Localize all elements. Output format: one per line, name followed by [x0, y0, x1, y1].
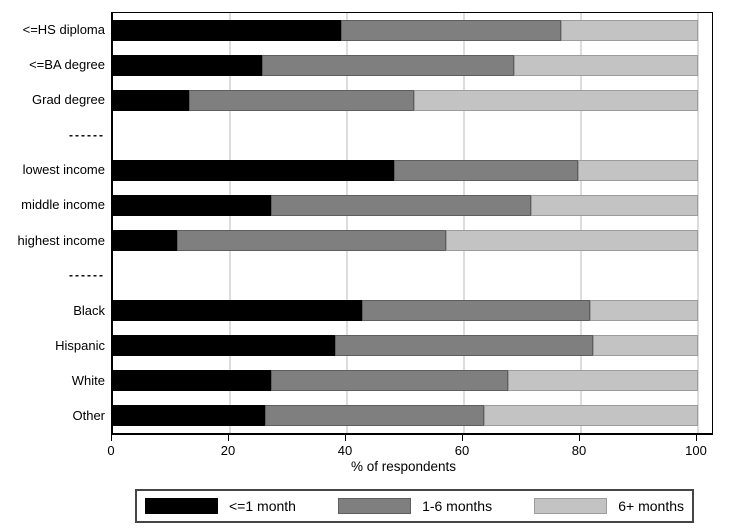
- category-label: lowest income: [22, 162, 105, 178]
- x-tick-80: [579, 434, 580, 441]
- bar-segment-series-2: [507, 370, 698, 391]
- bar-row: [113, 153, 712, 188]
- bar-row: [113, 258, 712, 293]
- plot-area: [111, 12, 713, 435]
- x-tick-40: [345, 434, 346, 441]
- category-label: middle income: [21, 197, 105, 213]
- x-tick-label-0: 0: [107, 443, 115, 458]
- bar-segment-series-2: [484, 405, 698, 426]
- bar-segment-series-0: [113, 160, 394, 181]
- bar-row: [113, 293, 712, 328]
- bar-stack: [113, 370, 698, 391]
- x-tick-label-20: 20: [220, 443, 236, 458]
- bar-row: [113, 363, 712, 398]
- bar-row: [113, 223, 712, 258]
- x-tick-100: [696, 434, 697, 441]
- legend-label-0: <=1 month: [229, 498, 296, 514]
- bar-segment-series-2: [560, 20, 698, 41]
- category-label: Black: [73, 302, 105, 318]
- category-separator-label: ------: [69, 127, 105, 142]
- bar-stack: [113, 20, 698, 41]
- category-label: Grad degree: [32, 92, 105, 108]
- legend-label-1: 1-6 months: [422, 498, 493, 514]
- bar-segment-series-1: [270, 195, 532, 216]
- category-label: <=HS diploma: [22, 22, 105, 38]
- bar-segment-series-0: [113, 55, 263, 76]
- bar-row: [113, 48, 712, 83]
- legend-label-2: 6+ months: [618, 498, 684, 514]
- bar-row: [113, 83, 712, 118]
- bar-segment-series-1: [270, 370, 508, 391]
- bar-stack: [113, 195, 698, 216]
- bar-segment-series-1: [335, 335, 593, 356]
- bar-row: [113, 118, 712, 153]
- bar-segment-series-2: [531, 195, 698, 216]
- category-separator-label: ------: [69, 268, 105, 283]
- legend: <=1 month 1-6 months 6+ months: [135, 489, 694, 523]
- bar-stack: [113, 335, 698, 356]
- legend-entry-1: 1-6 months: [338, 498, 492, 514]
- bar-segment-series-0: [113, 230, 178, 251]
- gridline-100: [697, 13, 699, 433]
- x-tick-label-60: 60: [454, 443, 470, 458]
- category-label: highest income: [17, 232, 105, 248]
- bar-segment-series-1: [177, 230, 447, 251]
- x-tick-0: [111, 434, 112, 441]
- bar-row: [113, 188, 712, 223]
- bar-segment-series-0: [113, 195, 271, 216]
- x-tick-label-100: 100: [685, 443, 707, 458]
- x-axis-title: % of respondents: [350, 459, 457, 474]
- bar-segment-series-2: [578, 160, 698, 181]
- legend-entry-2: 6+ months: [534, 498, 684, 514]
- bar-segment-series-2: [513, 55, 698, 76]
- bar-segment-series-0: [113, 335, 336, 356]
- bar-segment-series-0: [113, 370, 271, 391]
- bar-segment-series-1: [265, 405, 485, 426]
- bar-row: [113, 328, 712, 363]
- bar-segment-series-2: [592, 335, 698, 356]
- category-label: Other: [72, 407, 105, 423]
- y-axis-category-labels: <=HS diploma <=BA degree Grad degree ------…: [0, 12, 105, 433]
- bar-stack: [113, 230, 698, 251]
- bar-stack: [113, 160, 698, 181]
- bar-segment-series-0: [113, 90, 190, 111]
- bar-segment-series-1: [262, 55, 514, 76]
- bar-row: [113, 398, 712, 433]
- bar-segment-series-2: [414, 90, 698, 111]
- gridline-20: [229, 13, 231, 433]
- x-tick-20: [228, 434, 229, 441]
- gridline-40: [346, 13, 348, 433]
- bar-segment-series-0: [113, 405, 266, 426]
- gridline-60: [463, 13, 465, 433]
- category-label: White: [71, 372, 105, 388]
- legend-swatch-1: [338, 498, 412, 514]
- bar-stack: [113, 90, 698, 111]
- category-label: <=BA degree: [29, 57, 105, 73]
- category-label: Hispanic: [55, 337, 105, 353]
- bar-row: [113, 13, 712, 48]
- legend-swatch-2: [534, 498, 608, 514]
- bar-segment-series-0: [113, 20, 342, 41]
- bar-segment-series-1: [361, 300, 590, 321]
- gridline-80: [580, 13, 582, 433]
- bar-segment-series-1: [189, 90, 415, 111]
- legend-entry-0: <=1 month: [145, 498, 296, 514]
- bar-stack: [113, 300, 698, 321]
- bar-segment-series-1: [341, 20, 561, 41]
- bar-stack: [113, 405, 698, 426]
- bar-segment-series-2: [446, 230, 698, 251]
- x-tick-60: [462, 434, 463, 441]
- bar-stack: [113, 55, 698, 76]
- x-tick-label-80: 80: [571, 443, 587, 458]
- bar-segment-series-2: [589, 300, 698, 321]
- bar-segment-series-0: [113, 300, 362, 321]
- legend-swatch-0: [145, 498, 218, 514]
- x-tick-label-40: 40: [337, 443, 353, 458]
- bar-segment-series-1: [393, 160, 579, 181]
- bars-container: [113, 13, 712, 433]
